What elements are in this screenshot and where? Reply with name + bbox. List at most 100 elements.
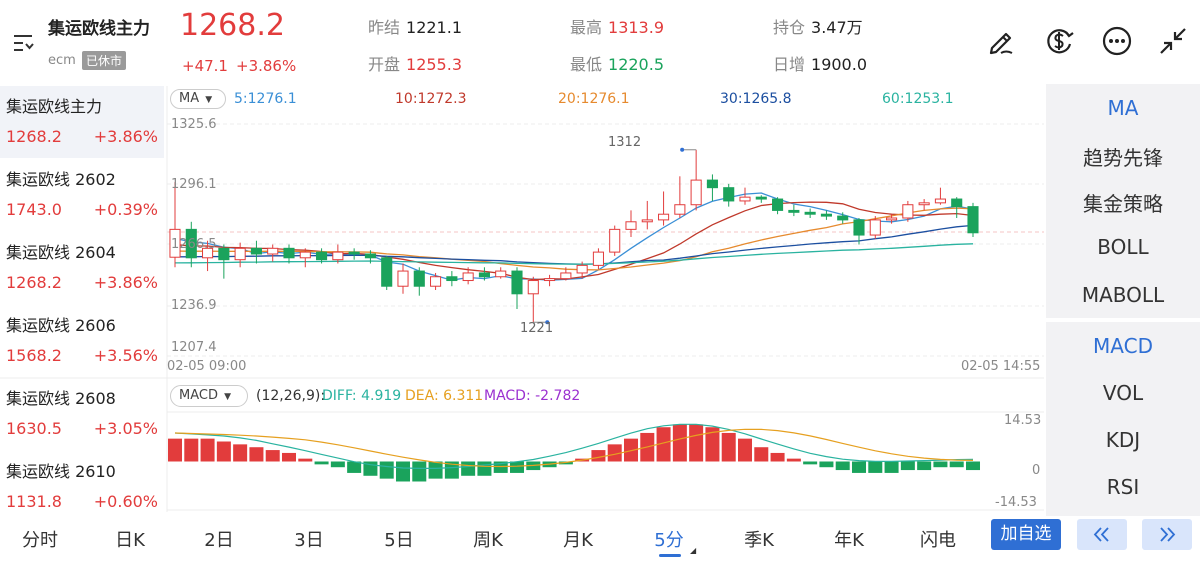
indicator-vol[interactable]: VOL <box>1102 381 1144 405</box>
ma-line-30 <box>175 224 974 265</box>
indicator-rsi[interactable]: RSI <box>1106 475 1140 499</box>
candle-body <box>202 247 214 259</box>
candle-body <box>902 204 914 219</box>
tab-daily-k[interactable]: 日K <box>115 530 145 551</box>
tab-3day[interactable]: 3日 <box>294 530 324 551</box>
time-start-label: 02-05 09:00 <box>167 359 247 374</box>
tab-5min[interactable]: 5分 <box>654 530 684 551</box>
candle-body <box>658 213 670 221</box>
macd-bar <box>884 461 899 473</box>
candle-body <box>316 251 328 261</box>
candle-body <box>641 219 653 223</box>
candle-body <box>592 251 604 266</box>
macd-diff: DIFF: 4.919 <box>322 388 402 404</box>
candle-body <box>299 251 311 259</box>
price-tick: 1207.4 <box>171 340 217 355</box>
tab-timeshare[interactable]: 分时 <box>22 530 58 551</box>
candle-body <box>706 179 718 189</box>
main-indicator-group: MA 趋势先锋 集金策略 BOLL MABOLL <box>1046 84 1200 318</box>
candle-body <box>837 215 849 221</box>
candle-body <box>853 219 865 236</box>
scroll-left-button[interactable] <box>1077 519 1127 550</box>
add-watchlist-button[interactable]: 加自选 <box>991 519 1061 550</box>
candle-body <box>869 219 881 236</box>
macd-bar <box>216 441 231 462</box>
indicator-maboll[interactable]: MABOLL <box>1081 283 1165 307</box>
candle-body <box>397 270 409 287</box>
tab-quarterly-k[interactable]: 季K <box>744 530 774 551</box>
scroll-right-button[interactable] <box>1142 519 1192 550</box>
sidebar-item-2606[interactable]: 集运欧线 2606 1568.2 +3.56% <box>0 305 164 377</box>
candle-body <box>609 228 621 253</box>
more-icon[interactable] <box>1100 24 1134 58</box>
macd-bar <box>933 461 948 468</box>
candle-body <box>544 278 556 282</box>
sub-indicator-group: MACD VOL KDJ RSI <box>1046 322 1200 516</box>
macd-selector[interactable]: MACD ▼ <box>170 385 248 407</box>
ma-selector-label: MA <box>179 91 200 106</box>
sidebar-item-name: 集运欧线 2604 <box>6 243 116 262</box>
macd-bar <box>249 447 264 462</box>
tab-2day[interactable]: 2日 <box>204 530 234 551</box>
tab-weekly-k[interactable]: 周K <box>473 530 503 551</box>
tab-5day[interactable]: 5日 <box>384 530 414 551</box>
dollar-cycle-icon[interactable] <box>1042 24 1076 58</box>
sidebar-item-2610[interactable]: 集运欧线 2610 1131.8 +0.60% <box>0 451 164 523</box>
ma5-value: 5:1276.1 <box>234 91 297 107</box>
candle-body <box>267 247 279 255</box>
tab-monthly-k[interactable]: 月K <box>563 530 593 551</box>
macd-tick: 14.53 <box>1004 413 1042 428</box>
tab-lightning[interactable]: 闪电 <box>920 530 956 551</box>
macd-bar <box>167 438 183 462</box>
high-marker-dot <box>680 147 685 152</box>
macd-diff-line <box>174 423 974 469</box>
stat-value: 1900.0 <box>811 55 867 74</box>
macd-selector-label: MACD <box>179 388 218 403</box>
indicator-ma[interactable]: MA <box>1107 96 1139 120</box>
sidebar-item-2604[interactable]: 集运欧线 2604 1268.2 +3.86% <box>0 232 164 304</box>
indicator-kdj[interactable]: KDJ <box>1105 428 1141 452</box>
chevron-down-icon: ▼ <box>224 392 232 402</box>
candle-body <box>625 221 637 230</box>
candle-body <box>364 253 376 259</box>
indicator-trend-pioneer[interactable]: 趋势先锋 <box>1083 146 1163 170</box>
collapse-icon[interactable] <box>1156 24 1190 58</box>
macd-bar <box>965 461 981 471</box>
candle-body <box>674 204 686 215</box>
sidebar-item-2602[interactable]: 集运欧线 2602 1743.0 +0.39% <box>0 159 164 231</box>
sidebar-item-pct: +3.86% <box>93 127 158 146</box>
sidebar-item-price: 1743.0 <box>6 200 62 219</box>
contract-menu-icon[interactable] <box>10 30 38 56</box>
chevron-down-icon: ▼ <box>205 95 213 105</box>
ma-line-10 <box>174 201 974 281</box>
sidebar-item-2608[interactable]: 集运欧线 2608 1630.5 +3.05% <box>0 378 164 450</box>
high-mark-label: 1312 <box>608 135 642 150</box>
last-price: 1268.2 <box>180 8 285 43</box>
macd-bar <box>623 438 639 462</box>
macd-bar <box>347 461 362 473</box>
macd-bar <box>461 461 476 476</box>
contract-title[interactable]: 集运欧线主力 <box>48 19 150 39</box>
ma-selector[interactable]: MA ▼ <box>170 89 226 109</box>
macd-bar <box>689 424 704 462</box>
chevron-double-left-icon <box>1093 527 1109 542</box>
draw-pen-icon[interactable] <box>984 24 1018 58</box>
stat-open: 开盘 1255.3 <box>368 55 462 74</box>
macd-bar <box>786 458 801 462</box>
candle-body <box>462 272 474 282</box>
candle-body <box>446 276 458 282</box>
macd-bar <box>721 432 736 462</box>
indicator-jijin-strategy[interactable]: 集金策略 <box>1083 192 1163 216</box>
macd-bar <box>868 461 883 473</box>
candle-body <box>723 187 735 202</box>
price-change-pct: +3.86% <box>236 57 297 75</box>
macd-bar <box>298 458 313 462</box>
sidebar-item-main[interactable]: 集运欧线主力 1268.2 +3.86% <box>0 86 164 158</box>
macd-bar <box>395 461 411 482</box>
sidebar-item-price: 1268.2 <box>6 273 62 292</box>
tab-yearly-k[interactable]: 年K <box>834 530 864 551</box>
stat-value: 3.47万 <box>811 18 863 37</box>
indicator-macd[interactable]: MACD <box>1093 334 1153 358</box>
indicator-boll[interactable]: BOLL <box>1097 235 1149 259</box>
